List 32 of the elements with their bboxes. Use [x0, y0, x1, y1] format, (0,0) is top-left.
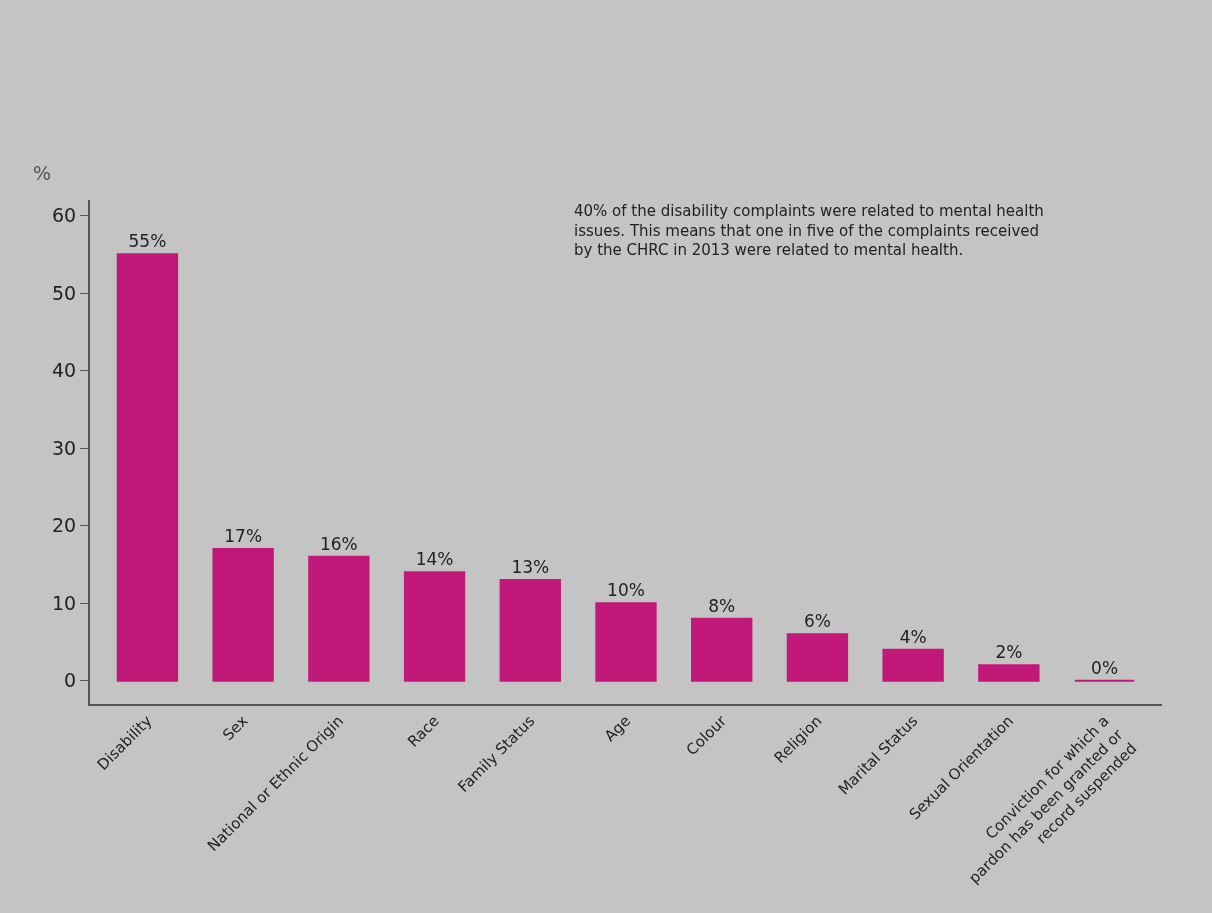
bar — [595, 602, 657, 682]
data-label: 8% — [708, 595, 736, 616]
y-tick-label: 20 — [52, 514, 77, 537]
y-tick-label: 60 — [52, 204, 77, 227]
bar — [499, 578, 561, 682]
y-tick-label: 40 — [52, 359, 77, 382]
y-tick-label: 30 — [52, 436, 77, 459]
data-label: 13% — [511, 556, 550, 577]
bar — [116, 253, 179, 682]
y-tick-label: 50 — [52, 281, 77, 304]
y-tick-label: 0 — [64, 669, 77, 692]
data-label: 0% — [1091, 657, 1119, 678]
data-label: 10% — [607, 580, 645, 601]
data-label: 14% — [415, 549, 454, 570]
bar — [978, 664, 1040, 682]
y-axis-title: % — [33, 162, 52, 184]
data-label: 4% — [899, 626, 927, 647]
annotation: 40% of the disability complaints were related to mental health issues. This means that one in five of the complaints received by the CHRC in 2013 were related to mental health. — [574, 202, 1044, 259]
data-label: 17% — [224, 525, 263, 546]
data-label: 2% — [995, 642, 1023, 663]
x-tick-label: Sex — [219, 711, 252, 744]
data-label: 16% — [319, 533, 358, 554]
bar — [308, 555, 370, 682]
bar — [786, 633, 849, 682]
data-label: 55% — [128, 231, 167, 252]
data-label: 6% — [803, 611, 831, 632]
bar — [212, 547, 274, 682]
y-tick-label: 10 — [52, 591, 77, 614]
bar — [403, 571, 466, 682]
bar — [691, 617, 753, 682]
bar — [882, 648, 944, 682]
x-tick-label: Age — [600, 711, 635, 746]
